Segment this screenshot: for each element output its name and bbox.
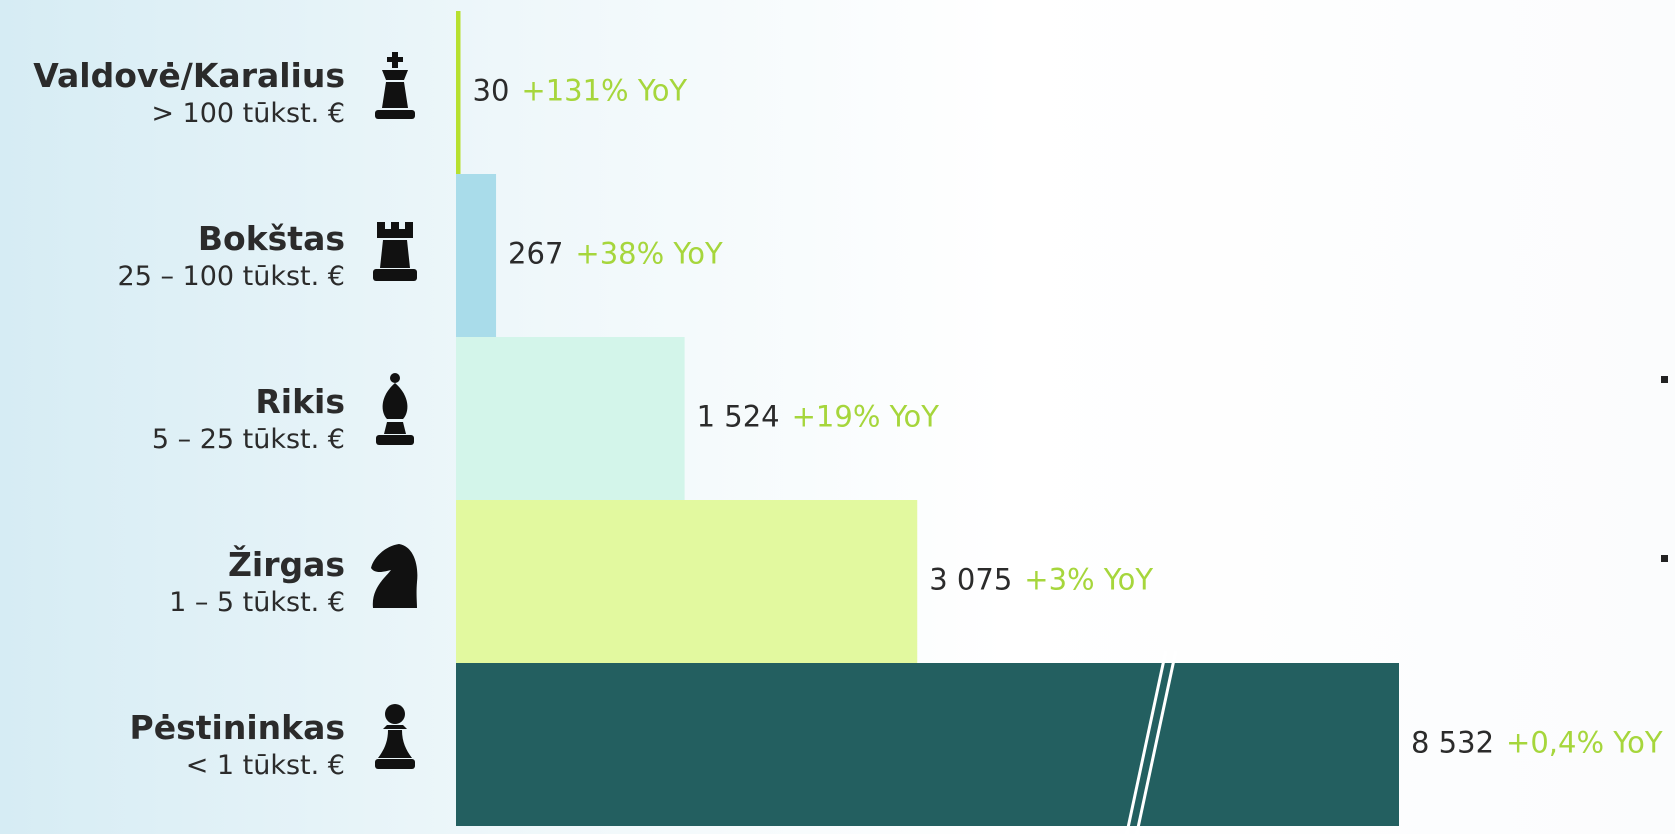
value-label: 267 (508, 237, 563, 271)
rook-icon (373, 222, 417, 281)
bishop-icon (376, 373, 414, 445)
category-label: Rikis (255, 382, 345, 421)
change-label: +0,4% YoY (1506, 726, 1663, 760)
value-label: 8 532 (1411, 726, 1494, 760)
range-label: > 100 tūkst. € (151, 98, 345, 129)
change-label: +19% YoY (792, 400, 940, 434)
king-icon (375, 52, 415, 119)
axis-break (1135, 650, 1178, 834)
dot (1661, 555, 1668, 562)
change-label: +131% YoY (521, 74, 687, 108)
range-label: 1 – 5 tūkst. € (169, 587, 345, 618)
category-label: Valdovė/Karalius (33, 56, 345, 95)
bar (456, 11, 461, 174)
range-label: < 1 tūkst. € (186, 750, 345, 781)
bar (456, 174, 497, 337)
axis-break (1125, 650, 1168, 834)
pawn-icon (375, 704, 415, 769)
category-label: Bokštas (198, 219, 345, 258)
bar (456, 337, 685, 500)
change-label: +3% YoY (1024, 563, 1153, 597)
bar (456, 663, 1399, 826)
range-label: 25 – 100 tūkst. € (118, 261, 345, 292)
dot (1661, 376, 1668, 383)
bar (456, 500, 918, 663)
category-label: Pėstininkas (130, 708, 345, 747)
value-label: 3 075 (929, 563, 1012, 597)
icons (371, 52, 418, 769)
value-label: 1 524 (697, 400, 780, 434)
change-label: +38% YoY (575, 237, 723, 271)
range-label: 5 – 25 tūkst. € (152, 424, 345, 455)
category-label: Žirgas (228, 544, 345, 584)
knight-icon (371, 544, 418, 608)
value-label: 30 (473, 74, 510, 108)
